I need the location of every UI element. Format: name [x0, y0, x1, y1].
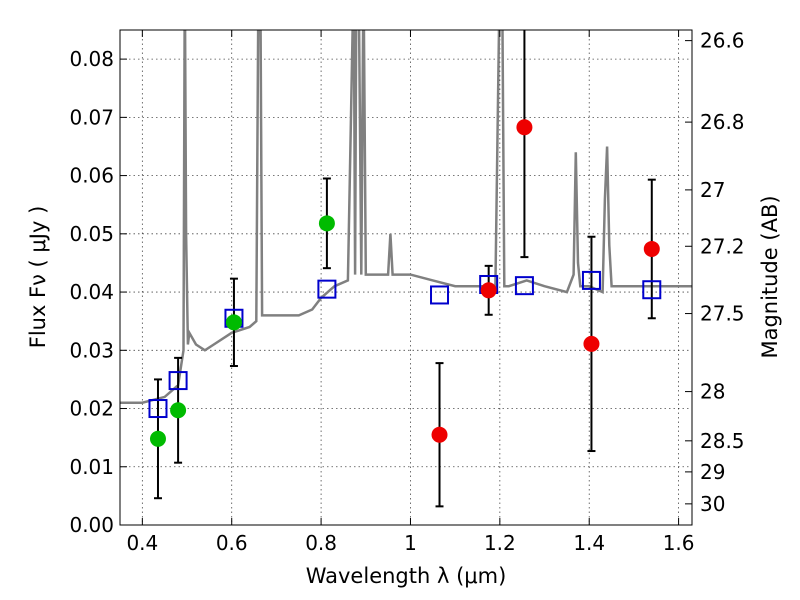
observed-flux-point	[431, 426, 448, 443]
model-photometry-square	[514, 276, 534, 296]
x-tick-label: 1.6	[663, 531, 695, 555]
plot-area	[120, 30, 692, 508]
x-tick-label: 1.2	[484, 531, 516, 555]
magnitude-tick-label: 28	[700, 380, 725, 404]
y-tick-label: 0.05	[69, 222, 114, 246]
magnitude-axis-label: Magnitude (AB)	[758, 195, 782, 358]
x-axis-label: Wavelength λ (μm)	[306, 564, 507, 588]
x-tick-label: 0.8	[305, 531, 337, 555]
y-axis-label: Flux Fν ( μJy )	[26, 206, 50, 349]
observed-flux-point	[480, 282, 497, 299]
observed-flux-point	[149, 430, 166, 447]
observed-flux-point	[318, 215, 335, 232]
y-tick-label: 0.02	[69, 397, 114, 421]
x-tick-label: 1	[404, 531, 417, 555]
observed-flux-point	[225, 314, 242, 331]
magnitude-tick-label: 27.2	[700, 234, 745, 258]
y-tick-label: 0.04	[69, 280, 114, 304]
magnitude-tick-label: 29	[700, 460, 725, 484]
y-tick-label: 0.07	[69, 105, 114, 129]
observed-flux-point	[583, 335, 600, 352]
y-tick-label: 0.06	[69, 164, 114, 188]
y-axis-ticks: 0.00 0.01 0.02 0.03 0.04 0.05 0.06 0.07 0.08	[69, 47, 127, 537]
model-photometry-square	[148, 399, 168, 419]
y-tick-label: 0.03	[69, 338, 114, 362]
magnitude-axis-ticks: 26.6 26.8 27 27.2 27.5 28 28.5 29 30	[685, 29, 745, 516]
observed-flux-point	[516, 119, 533, 136]
plot-frame	[119, 29, 693, 526]
magnitude-tick-label: 26.6	[700, 29, 745, 53]
x-tick-label: 0.6	[216, 531, 248, 555]
x-axis-ticks: 0.4 0.6 0.8 1 1.2 1.4 1.6	[126, 30, 695, 555]
grid-lines	[120, 30, 692, 526]
magnitude-tick-label: 27	[700, 178, 725, 202]
magnitude-tick-label: 27.5	[700, 302, 745, 326]
y-tick-label: 0.01	[69, 455, 114, 479]
x-tick-label: 1.4	[573, 531, 605, 555]
error-bars	[153, 30, 656, 508]
model-photometry-square	[642, 280, 662, 300]
model-photometry-square	[430, 285, 450, 305]
model-photometry-square	[168, 371, 188, 391]
model-spectrum-line	[120, 30, 692, 404]
magnitude-tick-label: 28.5	[700, 429, 745, 453]
observed-flux-points	[149, 119, 660, 447]
magnitude-tick-label: 26.8	[700, 110, 745, 134]
x-tick-label: 0.4	[126, 531, 158, 555]
y-tick-label: 0.00	[69, 513, 114, 537]
observed-flux-point	[170, 402, 187, 419]
magnitude-tick-label: 30	[700, 492, 725, 516]
model-photometry-square	[581, 270, 601, 290]
model-photometry-square	[317, 279, 337, 299]
observed-flux-point	[643, 240, 660, 257]
y-tick-label: 0.08	[69, 47, 114, 71]
